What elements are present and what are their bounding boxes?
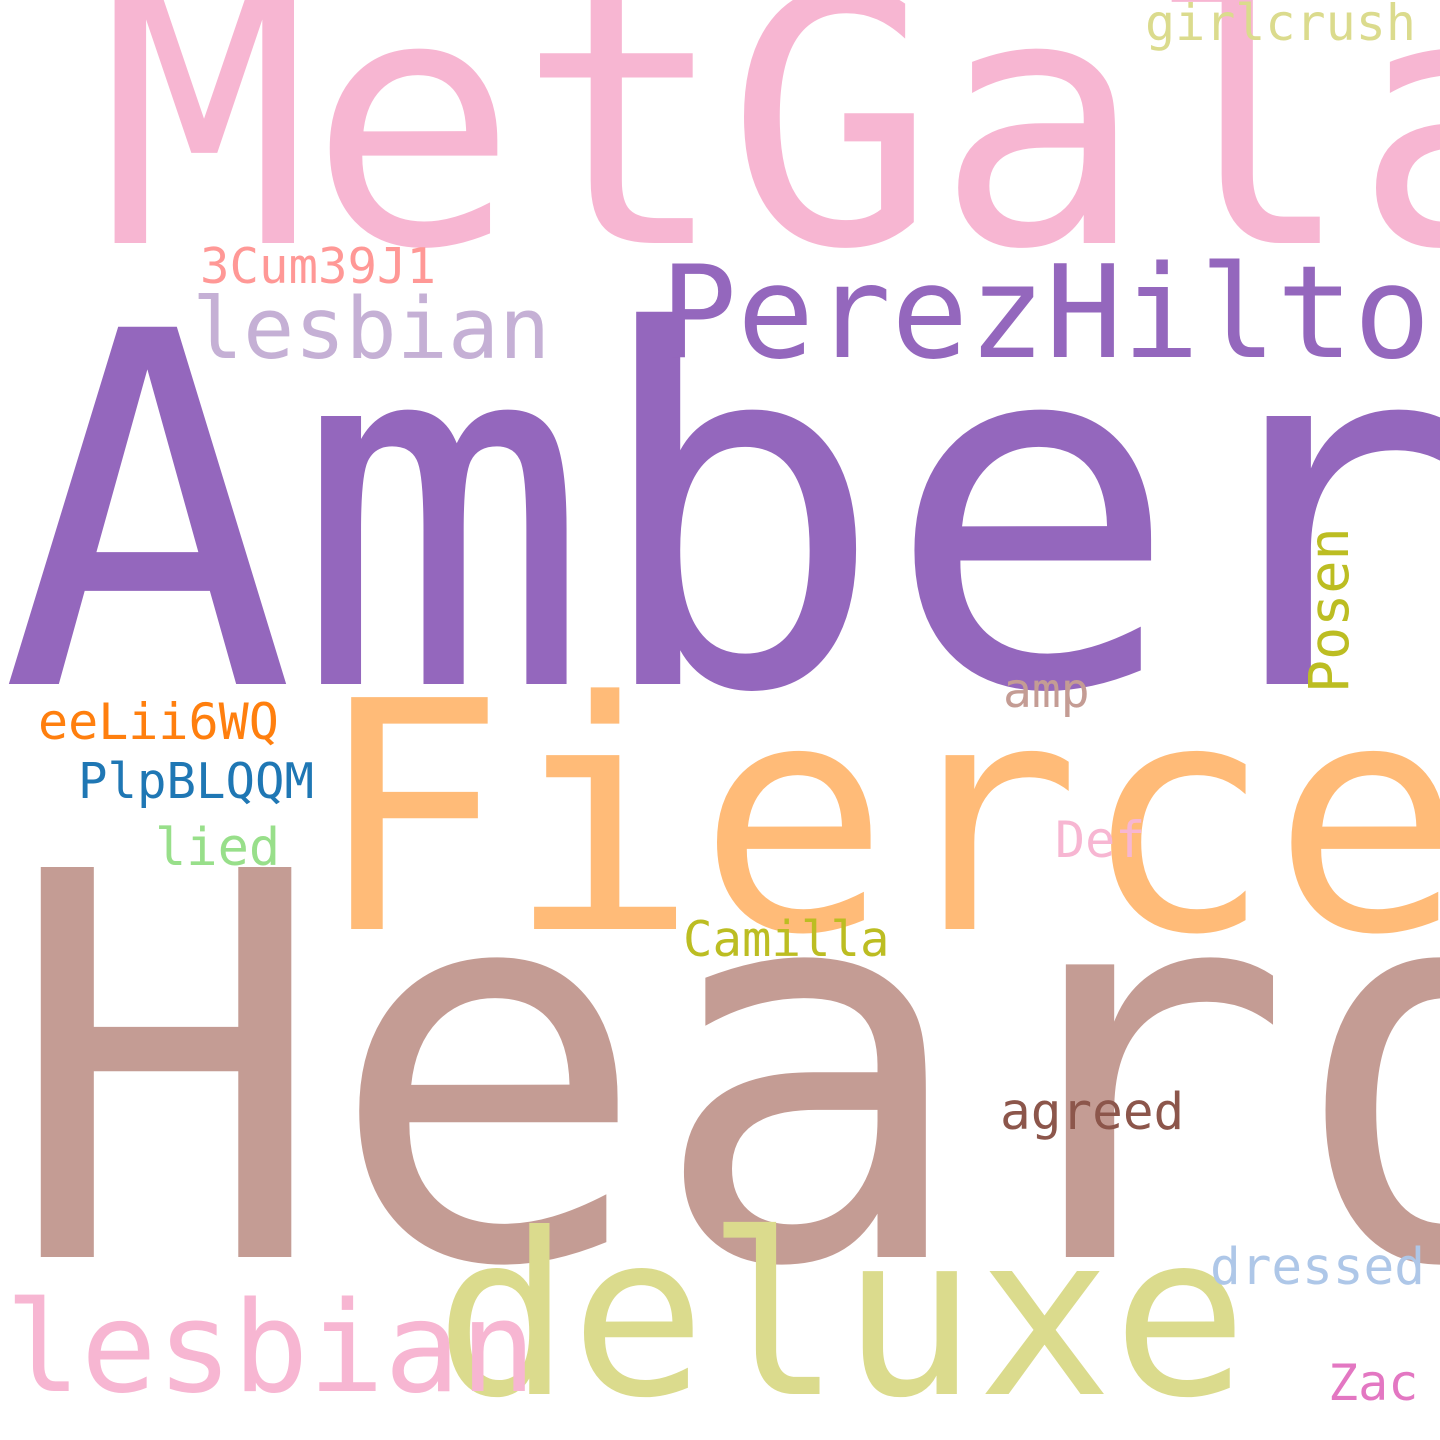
word-deluxe: deluxe	[435, 1186, 1248, 1440]
word-amber: Amber	[0, 229, 1440, 800]
word-def: Def	[1055, 811, 1146, 869]
word-lesbian-small: lesbian	[192, 280, 551, 379]
word-camilla: Camilla	[683, 911, 890, 968]
word-posen: Posen	[1297, 527, 1361, 693]
word-girlcrush: girlcrush	[1145, 0, 1416, 52]
word-perezhilton: PerezHilton	[660, 239, 1440, 388]
word-lied: lied	[155, 818, 281, 878]
word-eelii6wq: eeLii6WQ	[38, 693, 279, 751]
word-zac: Zac	[1328, 1354, 1419, 1412]
word-metgala: MetGala	[100, 0, 1440, 325]
word-fierce: Fierce	[315, 634, 1440, 1004]
word-heard: Heard	[5, 761, 1440, 1384]
word-agreed: agreed	[1000, 1083, 1185, 1142]
word-plpblqqm: PlpBLQQM	[78, 753, 315, 810]
word-amp: amp	[1003, 663, 1090, 719]
word-lesbian-large: lesbian	[5, 1274, 537, 1421]
word-dressed: dressed	[1210, 1238, 1425, 1297]
word-3cum39j1: 3Cum39J1	[200, 238, 437, 295]
